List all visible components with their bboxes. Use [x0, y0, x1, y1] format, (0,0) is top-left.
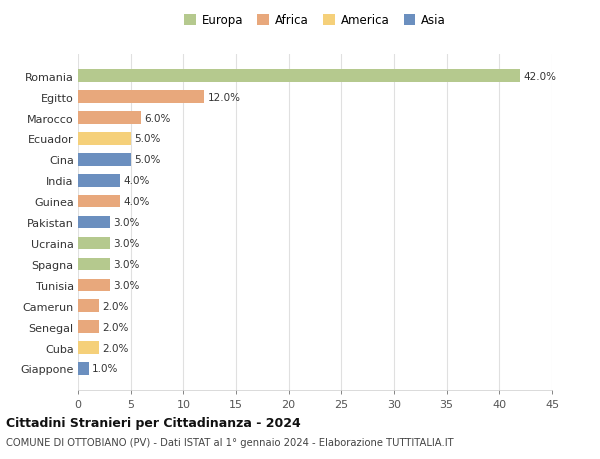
Text: COMUNE DI OTTOBIANO (PV) - Dati ISTAT al 1° gennaio 2024 - Elaborazione TUTTITAL: COMUNE DI OTTOBIANO (PV) - Dati ISTAT al… — [6, 437, 454, 447]
Text: 3.0%: 3.0% — [113, 239, 139, 248]
Bar — [78, 91, 205, 104]
Bar — [78, 363, 89, 375]
Bar — [78, 279, 110, 291]
Bar — [78, 341, 99, 354]
Text: 3.0%: 3.0% — [113, 218, 139, 228]
Text: 2.0%: 2.0% — [102, 343, 128, 353]
Text: 5.0%: 5.0% — [134, 134, 160, 144]
Bar — [78, 133, 131, 146]
Bar — [78, 300, 99, 312]
Bar — [78, 174, 120, 187]
Bar — [78, 321, 99, 333]
Bar — [78, 154, 131, 166]
Bar — [78, 196, 120, 208]
Text: 4.0%: 4.0% — [123, 197, 149, 207]
Text: 3.0%: 3.0% — [113, 259, 139, 269]
Text: 1.0%: 1.0% — [92, 364, 118, 374]
Text: Cittadini Stranieri per Cittadinanza - 2024: Cittadini Stranieri per Cittadinanza - 2… — [6, 416, 301, 429]
Text: 6.0%: 6.0% — [145, 113, 171, 123]
Text: 12.0%: 12.0% — [208, 92, 241, 102]
Bar — [78, 70, 520, 83]
Bar — [78, 258, 110, 271]
Text: 5.0%: 5.0% — [134, 155, 160, 165]
Text: 42.0%: 42.0% — [524, 72, 557, 82]
Legend: Europa, Africa, America, Asia: Europa, Africa, America, Asia — [181, 11, 449, 31]
Text: 3.0%: 3.0% — [113, 280, 139, 290]
Bar — [78, 112, 141, 124]
Bar — [78, 216, 110, 229]
Text: 2.0%: 2.0% — [102, 322, 128, 332]
Bar — [78, 237, 110, 250]
Text: 4.0%: 4.0% — [123, 176, 149, 186]
Text: 2.0%: 2.0% — [102, 301, 128, 311]
